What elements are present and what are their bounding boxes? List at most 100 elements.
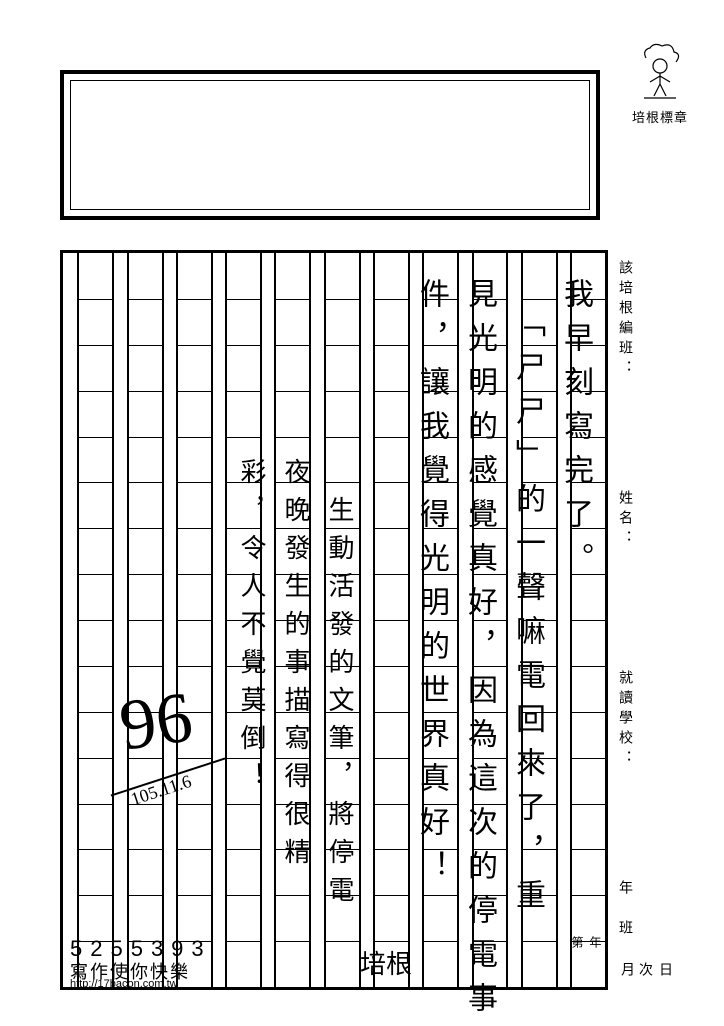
grid-cell-rule <box>79 482 112 483</box>
teacher-comment-box <box>60 70 600 220</box>
grid-cell-rule <box>79 437 112 438</box>
grid-cell-rule <box>375 437 408 438</box>
footer-url: http://17bacon.com.tw <box>70 978 178 990</box>
grid-cell-rule <box>79 391 112 392</box>
grid-gutter <box>112 253 126 987</box>
grid-cell-rule <box>178 299 211 300</box>
bacon-stamp: 培根標章 <box>630 40 690 126</box>
grid-cell-rule <box>572 666 605 667</box>
form-header: 該培根編班： 姓名： 就讀學校： 年 班 日次 月 <box>612 250 672 990</box>
grid-cell-rule <box>375 804 408 805</box>
grid-cell-rule <box>79 666 112 667</box>
school-label: 就讀學校： <box>616 670 636 770</box>
grid-cell-rule <box>79 758 112 759</box>
grid-cell-rule <box>424 895 457 896</box>
grid-cell-rule <box>375 666 408 667</box>
grid-cell-rule <box>79 528 112 529</box>
grid-cell-rule <box>178 849 211 850</box>
grid-cell-rule <box>129 666 162 667</box>
grid-cell-rule <box>129 574 162 575</box>
teacher-comment-line-1: 生動活發的文筆，將停電 <box>322 458 356 914</box>
grid-cell-rule <box>572 849 605 850</box>
grid-cell-rule <box>572 712 605 713</box>
grid-cell-rule <box>375 758 408 759</box>
grid-gutter <box>63 253 77 987</box>
grid-cell-rule <box>572 895 605 896</box>
footer-page-label: 第 <box>569 936 586 952</box>
grid-cell-rule <box>79 574 112 575</box>
grid-cell-rule <box>129 528 162 529</box>
grid-cell-rule <box>375 620 408 621</box>
grid-column <box>127 253 162 987</box>
grid-cell-rule <box>178 895 211 896</box>
grid-cell-rule <box>326 437 359 438</box>
grid-cell-rule <box>129 482 162 483</box>
student-text-line-4: 件，讓我覺得光明的世界真好！ <box>414 278 448 894</box>
name-label: 姓名： <box>616 490 636 550</box>
grid-cell-rule <box>178 666 211 667</box>
score-value: 96 <box>115 675 198 767</box>
page-footer: 5255393 寫作使你快樂 http://17bacon.com.tw 培根 … <box>60 936 608 986</box>
grid-cell-rule <box>375 482 408 483</box>
date-day-label: 日次 <box>636 962 676 990</box>
grid-cell-rule <box>129 345 162 346</box>
grid-cell-rule <box>375 299 408 300</box>
grid-cell-rule <box>227 391 260 392</box>
grid-gutter <box>211 253 225 987</box>
grid-cell-rule <box>79 895 112 896</box>
grid-cell-rule <box>227 437 260 438</box>
grid-cell-rule <box>129 849 162 850</box>
footer-year-label: 年 <box>587 936 604 952</box>
grid-cell-rule <box>375 849 408 850</box>
grid-cell-rule <box>178 391 211 392</box>
grid-cell-rule <box>375 895 408 896</box>
grid-cell-rule <box>227 804 260 805</box>
grid-cell-rule <box>79 299 112 300</box>
grid-cell-rule <box>178 574 211 575</box>
grid-cell-rule <box>178 482 211 483</box>
grid-cell-rule <box>375 574 408 575</box>
grid-cell-rule <box>79 345 112 346</box>
grid-cell-rule <box>129 391 162 392</box>
grid-cell-rule <box>79 849 112 850</box>
stamp-label: 培根標章 <box>630 107 690 126</box>
grid-cell-rule <box>572 620 605 621</box>
date-month-label: 月 <box>618 962 638 982</box>
grid-cell-rule <box>276 345 309 346</box>
grid-cell-rule <box>178 528 211 529</box>
grid-cell-rule <box>276 437 309 438</box>
grid-cell-rule <box>129 299 162 300</box>
grid-cell-rule <box>326 299 359 300</box>
grid-cell-rule <box>375 528 408 529</box>
stamp-icon <box>636 40 684 100</box>
grade-label: 年 班 <box>616 880 636 940</box>
grid-cell-rule <box>375 712 408 713</box>
grid-cell-rule <box>227 849 260 850</box>
grid-cell-rule <box>178 804 211 805</box>
grid-cell-rule <box>129 895 162 896</box>
grid-cell-rule <box>375 391 408 392</box>
grid-cell-rule <box>178 620 211 621</box>
grid-cell-rule <box>129 620 162 621</box>
student-text-line-2: 「ㄕㄕ」的一聲嘛電回來了，重 <box>510 278 544 923</box>
grid-cell-rule <box>572 804 605 805</box>
grid-cell-rule <box>79 804 112 805</box>
grid-cell-rule <box>326 345 359 346</box>
grid-cell-rule <box>572 758 605 759</box>
grid-cell-rule <box>227 345 260 346</box>
grid-gutter <box>359 253 373 987</box>
grid-column <box>77 253 112 987</box>
teacher-comment-line-2: 夜晚發生的事描寫得很精 <box>278 458 312 876</box>
grid-cell-rule <box>129 437 162 438</box>
grid-cell-rule <box>178 437 211 438</box>
class-label: 該培根編班： <box>616 260 636 380</box>
student-text-line-1: 我早刻寫完了。 <box>558 278 592 586</box>
student-text-line-3: 見光明的感覺真好，因為這次的停電事 <box>462 278 496 1026</box>
grid-cell-rule <box>227 895 260 896</box>
grid-cell-rule <box>276 299 309 300</box>
grid-gutter <box>162 253 176 987</box>
grid-cell-rule <box>375 345 408 346</box>
grid-cell-rule <box>79 620 112 621</box>
grid-cell-rule <box>227 299 260 300</box>
teacher-comment-line-3: 彩，令人不覺莫倒！ <box>234 458 268 800</box>
